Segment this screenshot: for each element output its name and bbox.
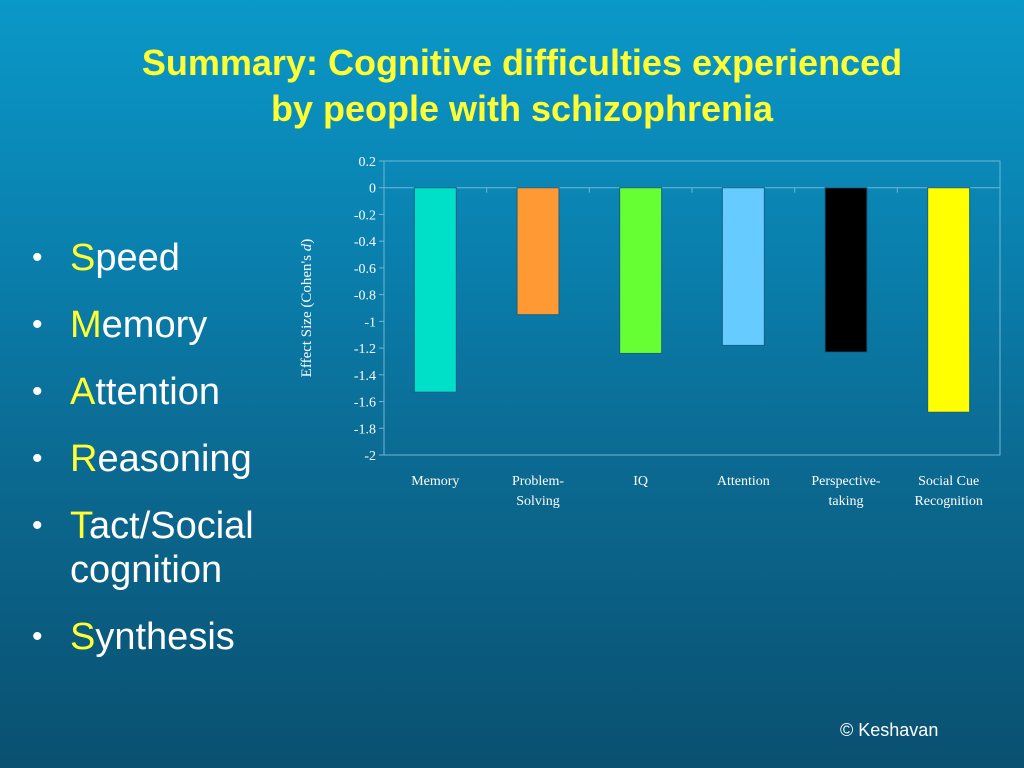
bullet-initial: T — [70, 505, 89, 547]
y-axis-label: Effect Size (Cohen's d) — [299, 239, 315, 378]
bullet-initial: M — [70, 304, 102, 346]
bullet-dot-icon: • — [32, 620, 43, 653]
bar — [413, 187, 457, 393]
x-tick-label: Perspective- — [811, 474, 881, 489]
y-tick-label: -0.2 — [354, 208, 376, 223]
bullet-dot-icon: • — [32, 308, 43, 341]
bullet-initial: A — [70, 371, 96, 413]
bar — [927, 187, 971, 413]
bullet-dot-icon: • — [32, 509, 43, 542]
bar — [619, 187, 663, 354]
y-tick-label: -2 — [364, 449, 376, 464]
bullet-item: • Speed — [28, 236, 328, 280]
x-tick-label: Solving — [516, 494, 560, 509]
bullet-text: easoning — [97, 438, 252, 480]
x-tick-label: Attention — [717, 474, 770, 489]
bullet-item: • Tact/Social cognition — [28, 504, 328, 592]
x-tick-label: Memory — [411, 474, 459, 489]
bullet-initial: S — [70, 237, 96, 279]
bullet-text: act/Social cognition — [70, 505, 254, 591]
bullet-initial: R — [70, 438, 98, 480]
copyright-text: © Keshavan — [840, 720, 939, 740]
y-tick-label: -1.6 — [354, 396, 376, 411]
bullet-dot-icon: • — [32, 241, 43, 274]
bar — [516, 187, 560, 316]
y-tick-label: -0.8 — [354, 289, 376, 304]
bullet-initial: S — [70, 616, 96, 658]
effect-size-chart: 0.2 0 -0.2 -0.4 -0.6 -0.8 -1 -1.2 -1.4 -1.6 -1.8 -2… — [290, 148, 1010, 518]
bar — [824, 187, 868, 353]
bullet-item: • Memory — [28, 303, 328, 347]
x-tick-label: Problem- — [512, 474, 564, 489]
x-tick-label: IQ — [633, 474, 648, 489]
bullet-dot-icon: • — [32, 375, 43, 408]
chart-svg: 0.2 0 -0.2 -0.4 -0.6 -0.8 -1 -1.2 -1.4 -1.6 -1.8 -2… — [299, 155, 1001, 509]
y-tick-label: -1.4 — [354, 369, 376, 384]
x-tick-label: Recognition — [914, 494, 982, 509]
slide-title: Summary: Cognitive difficulties experien… — [60, 40, 984, 132]
bullet-text: ttention — [95, 371, 221, 413]
y-tick-label: -1.2 — [354, 342, 376, 357]
plot-area — [383, 160, 1001, 456]
bullet-item: • Attention — [28, 370, 328, 414]
y-tick-label: -1.8 — [354, 422, 376, 437]
y-tick-label: 0 — [369, 182, 376, 197]
bullet-list: • Speed • Memory • Attention • Reasoning • Ta… — [28, 236, 328, 682]
y-tick-label: 0.2 — [359, 155, 377, 170]
bullet-text: ynthesis — [95, 616, 235, 658]
bullet-text: emory — [101, 304, 208, 346]
y-tick-label: -1 — [364, 315, 376, 330]
y-tick-label: -0.4 — [354, 235, 376, 250]
x-tick-label: Social Cue — [918, 474, 979, 489]
y-tick-label: -0.6 — [354, 262, 376, 277]
title-line-2: by people with schizophrenia — [270, 88, 774, 129]
bar — [721, 187, 765, 346]
bullet-item: • Synthesis — [28, 615, 328, 659]
bullet-text: peed — [95, 237, 180, 279]
bullet-item: • Reasoning — [28, 437, 328, 481]
bullet-dot-icon: • — [32, 442, 43, 475]
x-tick-label: taking — [829, 494, 864, 509]
title-line-1: Summary: Cognitive difficulties experien… — [141, 42, 903, 83]
